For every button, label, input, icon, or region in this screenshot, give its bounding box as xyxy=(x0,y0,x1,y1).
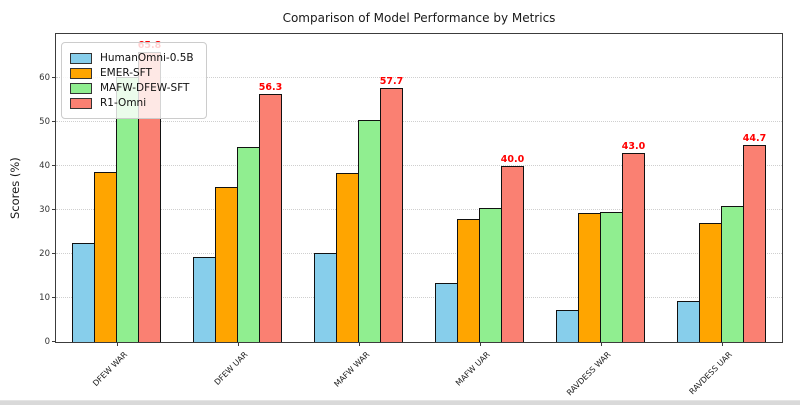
bar-humanomni-0-5b xyxy=(193,256,216,342)
bar-r1-omni: 43.0 xyxy=(622,141,645,342)
legend-label: EMER-SFT xyxy=(100,67,152,79)
y-tick-mark xyxy=(52,165,56,166)
value-label: 57.7 xyxy=(379,76,404,88)
gridline xyxy=(56,77,782,78)
x-tick-label: RAVDESS UAR xyxy=(687,350,734,397)
x-tick-label: MAFW WAR xyxy=(332,350,371,389)
bar-r1-omni: 40.0 xyxy=(501,154,524,342)
gridline xyxy=(56,253,782,254)
bar-humanomni-0-5b xyxy=(314,253,337,342)
y-tick-label: 20 xyxy=(39,249,50,259)
bar-emer-sft xyxy=(215,186,238,342)
bar-r1-omni: 44.7 xyxy=(743,133,766,342)
gridline xyxy=(56,121,782,122)
gridline xyxy=(56,165,782,166)
bar-humanomni-0-5b xyxy=(435,282,458,342)
value-label: 44.7 xyxy=(742,133,767,145)
legend-item: MAFW-DFEW-SFT xyxy=(70,82,194,94)
x-tick-mark xyxy=(600,342,602,346)
bar-humanomni-0-5b xyxy=(72,242,95,342)
y-tick-mark xyxy=(52,121,56,122)
x-tick-mark xyxy=(479,342,481,346)
bar-mafw-dfew-sft xyxy=(721,206,744,342)
y-tick-mark xyxy=(52,209,56,210)
y-tick-label: 10 xyxy=(39,293,50,303)
bar-r1-omni: 57.7 xyxy=(380,76,403,342)
legend-label: HumanOmni-0.5B xyxy=(100,52,194,64)
bar-group: 40.0 MAFW UAR xyxy=(419,34,540,388)
legend-swatch xyxy=(70,82,92,94)
bar-group: 57.7 MAFW WAR xyxy=(298,34,419,389)
legend-item: EMER-SFT xyxy=(70,67,194,79)
y-tick-label: 0 xyxy=(44,337,50,347)
y-axis-ticks: 0 10 20 30 40 50 60 xyxy=(39,34,782,347)
bar-group: 56.3 DFEW UAR xyxy=(177,34,298,387)
legend-item: HumanOmni-0.5B xyxy=(70,52,194,64)
bar-group: 43.0 RAVDESS WAR xyxy=(540,34,661,397)
bar-mafw-dfew-sft xyxy=(358,120,381,342)
y-tick-mark xyxy=(52,253,56,254)
y-tick-label: 60 xyxy=(39,73,50,83)
value-label: 56.3 xyxy=(258,82,283,94)
gridline xyxy=(56,297,782,298)
value-label: 43.0 xyxy=(621,140,646,152)
y-tick-mark xyxy=(52,341,56,342)
legend: HumanOmni-0.5B EMER-SFT MAFW-DFEW-SFT R1-Om… xyxy=(61,42,207,119)
bar-mafw-dfew-sft xyxy=(600,212,623,342)
bar-humanomni-0-5b xyxy=(556,309,579,342)
chart-title: Comparison of Model Performance by Metri… xyxy=(282,11,556,25)
legend-item: R1-Omni xyxy=(70,97,194,109)
x-tick-mark xyxy=(116,342,118,346)
bar-emer-sft xyxy=(699,222,722,342)
bar-group: 44.7 RAVDESS UAR xyxy=(661,34,782,396)
x-tick-label: RAVDESS WAR xyxy=(565,350,613,398)
x-tick-mark xyxy=(358,342,360,346)
bar-mafw-dfew-sft xyxy=(479,208,502,342)
bar-emer-sft xyxy=(457,218,480,342)
value-label: 40.0 xyxy=(500,154,525,165)
x-tick-label: DFEW WAR xyxy=(90,350,129,389)
legend-swatch xyxy=(70,97,92,109)
bar-r1-omni: 56.3 xyxy=(259,82,282,342)
bottom-strip xyxy=(0,400,800,405)
legend-swatch xyxy=(70,52,92,64)
bar-emer-sft xyxy=(336,173,359,342)
y-tick-label: 50 xyxy=(39,117,50,127)
x-tick-label: MAFW UAR xyxy=(454,350,492,388)
y-tick-mark xyxy=(52,77,56,78)
y-tick-label: 40 xyxy=(39,161,50,171)
gridlines xyxy=(56,34,782,342)
x-tick-label: DFEW UAR xyxy=(212,350,250,387)
bar-emer-sft xyxy=(578,213,601,342)
legend-label: R1-Omni xyxy=(100,97,147,109)
legend-swatch xyxy=(70,67,92,79)
x-tick-mark xyxy=(721,342,723,346)
bar-emer-sft xyxy=(94,171,117,342)
legend-label: MAFW-DFEW-SFT xyxy=(100,82,190,94)
x-tick-mark xyxy=(237,342,239,346)
gridline xyxy=(56,209,782,210)
bar-humanomni-0-5b xyxy=(677,300,700,342)
y-tick-mark xyxy=(52,297,56,298)
bar-mafw-dfew-sft xyxy=(237,146,260,342)
y-tick-label: 30 xyxy=(39,205,50,215)
y-axis-label: Scores (%) xyxy=(8,157,22,219)
